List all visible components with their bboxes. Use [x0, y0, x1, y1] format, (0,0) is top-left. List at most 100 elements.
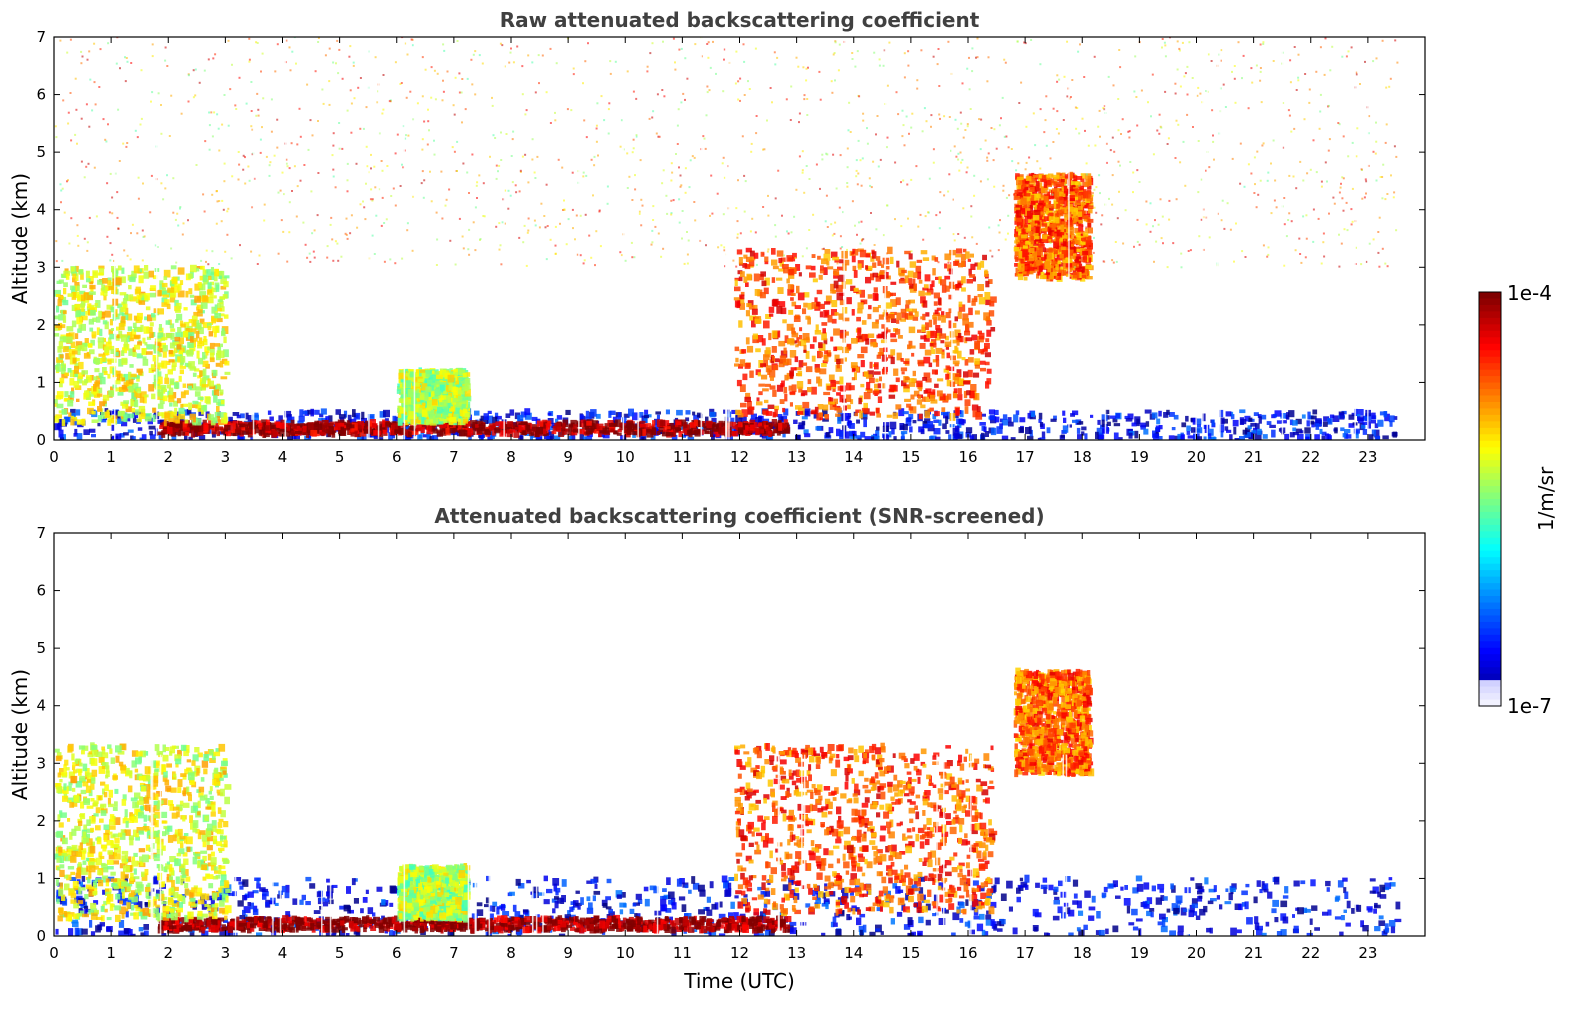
heat-cell [1377, 419, 1384, 427]
heat-cell [76, 310, 81, 317]
heat-cell [1096, 427, 1103, 435]
heat-cell [137, 327, 143, 333]
heat-cell [74, 265, 79, 273]
heat-cell [661, 430, 668, 437]
heat-cell [433, 404, 439, 410]
heat-cell [952, 360, 960, 365]
heat-cell [824, 249, 831, 255]
heat-cell [888, 431, 892, 438]
heat-cell [115, 370, 121, 376]
heat-cell [1368, 434, 1374, 440]
heat-cell [983, 312, 990, 321]
heat-cell [54, 289, 61, 297]
heat-cell [121, 267, 125, 274]
heat-cell [335, 409, 341, 415]
heat-cell [836, 362, 840, 369]
heat-cell [197, 345, 203, 349]
heat-cell [111, 436, 116, 440]
heat-cell [570, 419, 577, 427]
heat-cell [807, 302, 813, 310]
heat-cell [877, 396, 883, 403]
heat-cell [425, 419, 430, 426]
heat-cell [484, 429, 491, 436]
heat-cell [805, 265, 812, 270]
heat-cell [498, 425, 506, 429]
heat-cell [933, 342, 937, 348]
heat-cell [797, 292, 805, 301]
heat-cell [937, 297, 942, 305]
heat-cell [865, 253, 870, 258]
heat-cell [1254, 433, 1262, 440]
heat-cell [885, 266, 890, 270]
heat-cell [192, 400, 199, 405]
heat-cell [210, 272, 215, 280]
heat-cell [932, 389, 936, 397]
heat-cell [860, 383, 865, 388]
heat-cell [1374, 423, 1379, 429]
heat-cell [833, 328, 840, 336]
heat-cell [98, 353, 106, 357]
heat-cell [129, 276, 136, 283]
heat-cell [994, 409, 999, 415]
heat-cell [622, 435, 627, 440]
heat-cell [1243, 434, 1250, 438]
heat-cell [306, 429, 312, 433]
heat-cell [814, 368, 821, 373]
heat-cell [194, 283, 201, 291]
heat-cell [238, 423, 246, 428]
heat-cell [215, 426, 220, 432]
heat-cell [1025, 427, 1031, 435]
heat-cell [193, 311, 198, 317]
heat-cell [211, 426, 217, 435]
heat-cell [132, 347, 136, 353]
heat-cell [209, 385, 216, 389]
heat-cell [793, 315, 801, 322]
heat-cell [209, 342, 215, 349]
heat-cell [89, 327, 94, 332]
heat-cell [71, 350, 78, 355]
heat-cell [89, 391, 96, 397]
heat-cell [162, 345, 168, 352]
heat-cell [771, 355, 775, 361]
heat-cell [197, 282, 202, 286]
heat-cell [117, 303, 123, 309]
heat-cell [852, 265, 857, 271]
heat-cell [142, 395, 147, 404]
heat-cell [632, 430, 639, 436]
heat-cell [271, 424, 276, 431]
heat-cell [763, 287, 769, 295]
heat-cell [881, 324, 886, 329]
heat-cell [881, 264, 885, 268]
heat-cell [795, 344, 799, 348]
heat-cell [909, 261, 917, 268]
heat-cell [1301, 414, 1306, 419]
heat-cell [1023, 276, 1028, 281]
heat-cell [810, 411, 816, 415]
heat-cell [176, 398, 182, 404]
heat-cell [105, 341, 112, 350]
heat-cell [230, 432, 237, 436]
heat-cell [837, 274, 845, 282]
heat-cell [888, 394, 896, 399]
heat-cell [78, 344, 85, 351]
heat-cell [85, 375, 92, 383]
heat-cell [191, 319, 197, 327]
heat-cell [178, 337, 184, 345]
heat-cell [433, 396, 439, 402]
heat-cell [196, 422, 201, 429]
heat-cell [111, 417, 117, 424]
heat-cell [120, 334, 128, 342]
heat-cell [89, 281, 94, 285]
heat-cell [1041, 212, 1046, 220]
heat-cell [99, 401, 106, 407]
heat-cell [582, 426, 588, 431]
heat-cell [814, 297, 818, 303]
heat-cell [1357, 416, 1364, 421]
heat-cell [199, 370, 203, 378]
heat-cell [265, 425, 270, 431]
heat-cell [944, 263, 948, 269]
heat-cell [776, 414, 783, 418]
heat-cell [953, 261, 960, 266]
heat-cell [971, 334, 978, 341]
heat-cell [202, 352, 206, 360]
